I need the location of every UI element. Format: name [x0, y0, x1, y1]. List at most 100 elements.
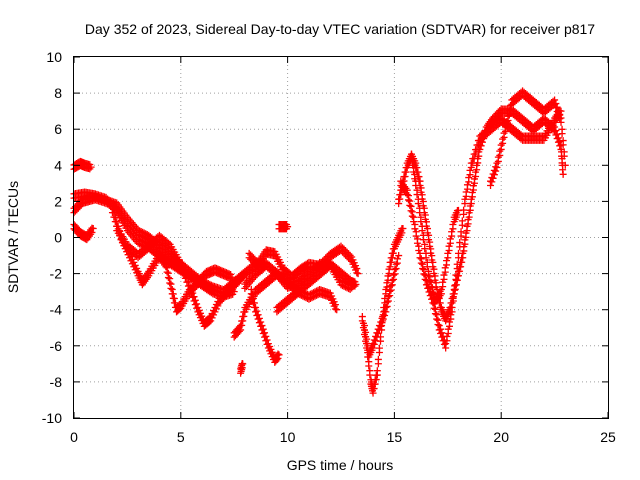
data-point	[492, 163, 500, 171]
series-arc-a	[70, 192, 249, 298]
data-point	[426, 273, 434, 281]
data-point	[399, 224, 407, 232]
data-point	[421, 211, 429, 219]
data-point	[131, 261, 139, 269]
data-point	[261, 329, 269, 337]
axis-ticks	[73, 56, 609, 419]
data-point	[170, 295, 178, 303]
data-point	[178, 262, 186, 270]
series-arc-d	[113, 222, 270, 330]
data-point	[417, 255, 425, 263]
data-point	[453, 260, 461, 268]
data-point	[500, 129, 508, 137]
data-point	[449, 293, 457, 301]
series-arc-r	[407, 150, 462, 307]
data-point	[431, 305, 439, 313]
data-point	[423, 258, 431, 266]
data-point	[167, 280, 175, 288]
data-point	[271, 266, 279, 274]
data-point	[425, 267, 433, 275]
data-point	[228, 273, 236, 281]
data-point	[250, 299, 258, 307]
data-point	[448, 304, 456, 312]
data-point	[284, 223, 292, 231]
series-arc-e	[70, 157, 95, 173]
data-point	[302, 289, 310, 297]
data-point	[428, 252, 436, 260]
data-point	[374, 355, 382, 363]
data-point	[457, 228, 465, 236]
data-point	[136, 227, 144, 235]
data-point	[186, 282, 194, 290]
y-tick-label: -4	[50, 302, 63, 318]
data-point	[249, 295, 257, 303]
data-point	[110, 201, 118, 209]
data-point	[133, 264, 141, 272]
x-tick-label: 10	[280, 429, 296, 445]
data-point	[451, 282, 459, 290]
data-point	[102, 193, 110, 201]
data-point	[404, 192, 412, 200]
data-point	[191, 296, 199, 304]
data-point	[180, 266, 188, 274]
data-point	[383, 298, 391, 306]
data-point	[258, 322, 266, 330]
series-arc-l	[275, 221, 292, 233]
data-point	[142, 230, 150, 238]
data-point	[390, 271, 398, 279]
data-point	[257, 318, 265, 326]
y-tick-label: -2	[50, 266, 63, 282]
data-point	[333, 306, 341, 314]
data-point	[183, 274, 191, 282]
data-point	[139, 237, 147, 245]
data-point	[406, 197, 414, 205]
data-point	[187, 285, 195, 293]
data-point	[337, 242, 345, 250]
data-point	[517, 131, 525, 139]
data-point	[137, 227, 145, 235]
data-point	[430, 265, 438, 273]
data-point	[501, 123, 509, 131]
data-point	[410, 213, 418, 221]
y-tick-label: 0	[54, 230, 62, 246]
data-point	[434, 316, 442, 324]
data-point	[382, 304, 390, 312]
data-point	[416, 249, 424, 257]
data-point	[353, 265, 361, 273]
y-tick-label: 4	[54, 157, 62, 173]
data-point	[417, 213, 425, 221]
data-point	[190, 293, 198, 301]
data-point	[391, 266, 399, 274]
data-point	[134, 226, 142, 234]
data-point	[454, 206, 462, 214]
data-point	[408, 208, 416, 216]
data-point	[403, 186, 411, 194]
data-point	[496, 147, 504, 155]
data-point	[252, 304, 260, 312]
data-point	[415, 242, 423, 250]
data-point	[87, 163, 95, 171]
x-tick-label: 5	[177, 429, 185, 445]
data-point	[554, 134, 562, 142]
data-point	[392, 260, 400, 268]
x-tick-label: 25	[600, 429, 616, 445]
data-point	[168, 285, 176, 293]
data-point	[428, 284, 436, 292]
data-point	[274, 350, 282, 358]
data-point	[177, 258, 185, 266]
data-points	[70, 87, 569, 397]
data-point	[505, 107, 513, 115]
data-point	[193, 300, 201, 308]
data-point	[107, 198, 115, 206]
data-point	[342, 279, 350, 287]
data-point	[387, 282, 395, 290]
data-point	[435, 322, 443, 330]
data-point	[395, 252, 403, 260]
data-point	[419, 197, 427, 205]
data-point	[431, 272, 439, 280]
data-point	[386, 287, 394, 295]
y-tick-label: 2	[54, 193, 62, 209]
data-point	[139, 228, 147, 236]
data-point	[454, 249, 462, 257]
data-point	[105, 197, 113, 205]
